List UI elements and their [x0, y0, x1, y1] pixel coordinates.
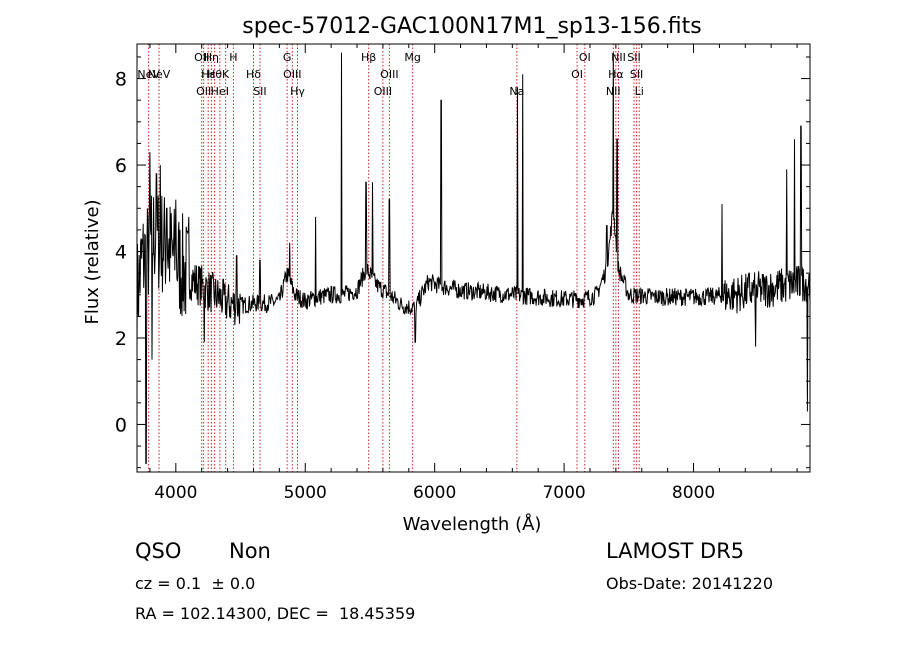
line-label-14: Hγ	[290, 85, 305, 98]
line-label-3: OII	[196, 85, 211, 98]
chart-title: spec-57012-GAC100N17M1_sp13-156.fits	[242, 14, 702, 39]
line-label-20: OI	[571, 68, 583, 81]
line-label-6: Hθ	[207, 68, 222, 81]
line-label-25: SII	[627, 51, 640, 64]
y-axis-label: Flux (relative)	[82, 199, 103, 324]
x-tick-label-8000: 8000	[672, 483, 715, 503]
line-label-1: NeV	[148, 68, 171, 81]
line-label-7: HeI	[211, 85, 229, 98]
y-tick-label-6: 6	[115, 155, 127, 177]
spectral-line-markers	[148, 44, 640, 472]
line-label-13: OIII	[283, 68, 301, 81]
line-label-21: OI	[579, 51, 591, 64]
line-label-18: Mg	[404, 51, 420, 64]
line-label-8: K	[222, 68, 230, 81]
y-tick-label-8: 8	[115, 69, 127, 91]
x-axis-ticks: 4000 5000 6000 7000 8000	[149, 44, 798, 503]
plot-frame	[136, 43, 811, 473]
line-label-4: Hε	[201, 68, 215, 81]
line-label-0: NeV	[137, 68, 160, 81]
line-label-26: SII	[630, 68, 643, 81]
x-tick-label-4000: 4000	[154, 483, 197, 503]
line-label-2: OII	[194, 51, 209, 64]
line-label-23: Hα	[608, 68, 624, 81]
line-label-12: G	[283, 51, 292, 64]
x-axis-label: Wavelength (Å)	[403, 513, 542, 535]
line-label-15: Hβ	[361, 51, 376, 64]
line-label-5: Hη	[204, 51, 219, 64]
line-label-9: H	[229, 51, 237, 64]
line-label-11: SII	[253, 85, 266, 98]
redshift-readout: cz = 0.1 ± 0.0	[135, 574, 256, 593]
obs-date: Obs-Date: 20141220	[606, 574, 774, 593]
line-label-24: NII	[611, 51, 626, 64]
y-tick-label-0: 0	[115, 414, 127, 436]
x-tick-label-7000: 7000	[542, 483, 585, 503]
object-subclass: Non	[229, 539, 271, 563]
survey-label: LAMOST DR5	[606, 539, 745, 563]
line-label-19: Na	[509, 85, 524, 98]
x-tick-label-6000: 6000	[413, 483, 456, 503]
line-label-16: OIII	[374, 85, 392, 98]
x-tick-label-5000: 5000	[284, 483, 327, 503]
y-tick-label-2: 2	[115, 328, 127, 350]
line-label-17: OIII	[380, 68, 398, 81]
line-label-27: Li	[635, 85, 644, 98]
object-class: QSO	[135, 539, 182, 563]
line-label-10: Hδ	[246, 68, 261, 81]
y-tick-label-4: 4	[115, 242, 127, 264]
spectrum-line	[136, 52, 811, 464]
coordinates-readout: RA = 102.14300, DEC = 18.45359	[135, 604, 416, 623]
y-axis-ticks: 0 2 4 6 8	[115, 56, 810, 469]
